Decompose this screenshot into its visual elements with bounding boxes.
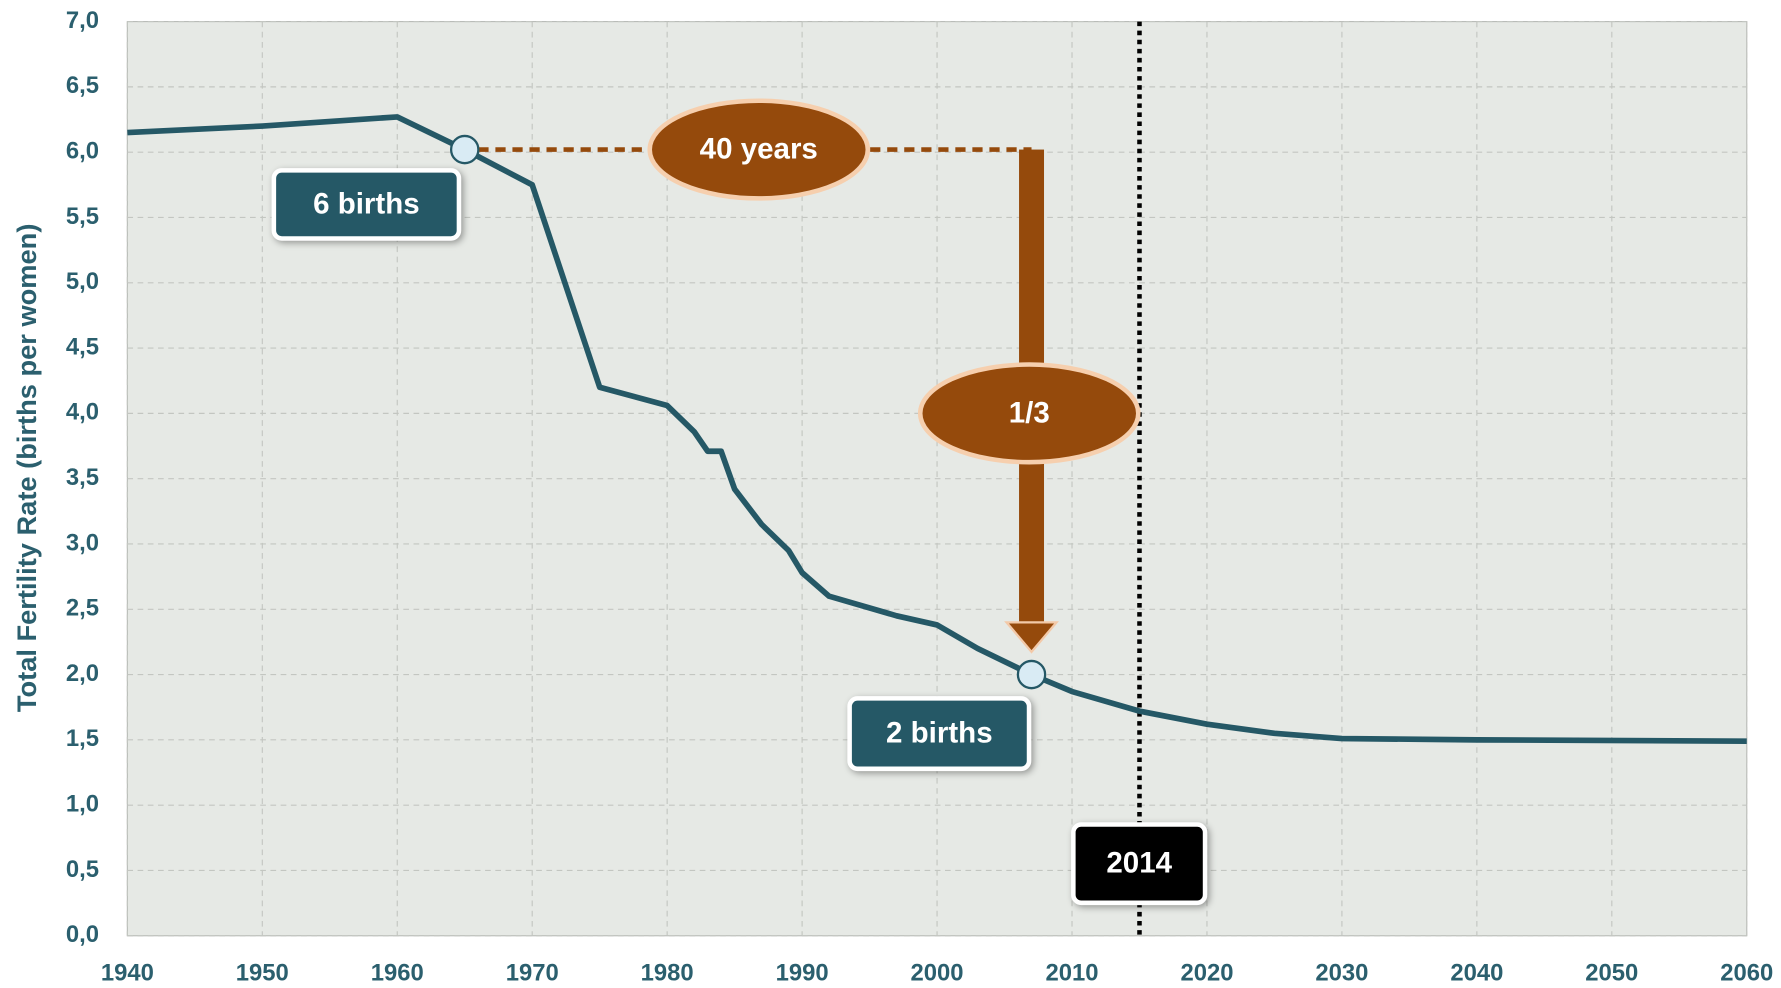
arrow-head xyxy=(1004,621,1059,654)
reference-label-box xyxy=(1071,822,1208,906)
y-axis-label: Total Fertility Rate (births per women) xyxy=(11,224,42,713)
x-tick-label: 1990 xyxy=(776,960,829,987)
span-label-shape xyxy=(647,98,871,201)
x-tick-label: 1940 xyxy=(101,960,154,987)
ratio-label: 1/3 xyxy=(1009,396,1050,429)
x-tick-label: 2000 xyxy=(911,960,964,987)
y-tick-label: 7,0 xyxy=(66,7,99,34)
highlight-point xyxy=(449,134,480,165)
x-tick-label: 1950 xyxy=(236,960,289,987)
y-tick-label: 5,5 xyxy=(66,203,99,230)
y-tick-label: 1,5 xyxy=(66,725,99,752)
span-label: 40 years xyxy=(700,132,818,165)
x-tick-label: 2020 xyxy=(1180,960,1233,987)
y-tick-label: 5,0 xyxy=(66,268,99,295)
highlight-label-box xyxy=(271,168,462,241)
x-tick-label: 1960 xyxy=(371,960,424,987)
x-tick-label: 2010 xyxy=(1046,960,1099,987)
highlight-label: 6 births xyxy=(313,187,420,220)
x-tick-label: 1980 xyxy=(641,960,694,987)
x-tick-label: 2050 xyxy=(1585,960,1638,987)
data-line xyxy=(127,114,1747,745)
y-tick-label: 6,0 xyxy=(66,137,99,164)
ratio-label-shape xyxy=(917,362,1141,465)
y-tick-label: 1,0 xyxy=(66,790,99,817)
y-tick-label: 3,0 xyxy=(66,529,99,556)
y-tick-label: 0,0 xyxy=(66,921,99,948)
highlight-point xyxy=(1016,659,1047,690)
x-tick-label: 2060 xyxy=(1720,960,1773,987)
y-tick-label: 2,0 xyxy=(66,660,99,687)
y-tick-label: 4,5 xyxy=(66,333,99,360)
x-tick-label: 2040 xyxy=(1450,960,1503,987)
x-tick-label: 2030 xyxy=(1315,960,1368,987)
x-tick-label: 1970 xyxy=(506,960,559,987)
y-tick-label: 6,5 xyxy=(66,72,99,99)
y-tick-label: 4,0 xyxy=(66,399,99,426)
y-tick-label: 3,5 xyxy=(66,464,99,491)
y-tick-label: 2,5 xyxy=(66,595,99,622)
highlight-label: 2 births xyxy=(886,717,993,750)
y-tick-label: 0,5 xyxy=(66,856,99,883)
highlight-label-box xyxy=(847,696,1032,772)
reference-label: 2014 xyxy=(1106,847,1172,880)
